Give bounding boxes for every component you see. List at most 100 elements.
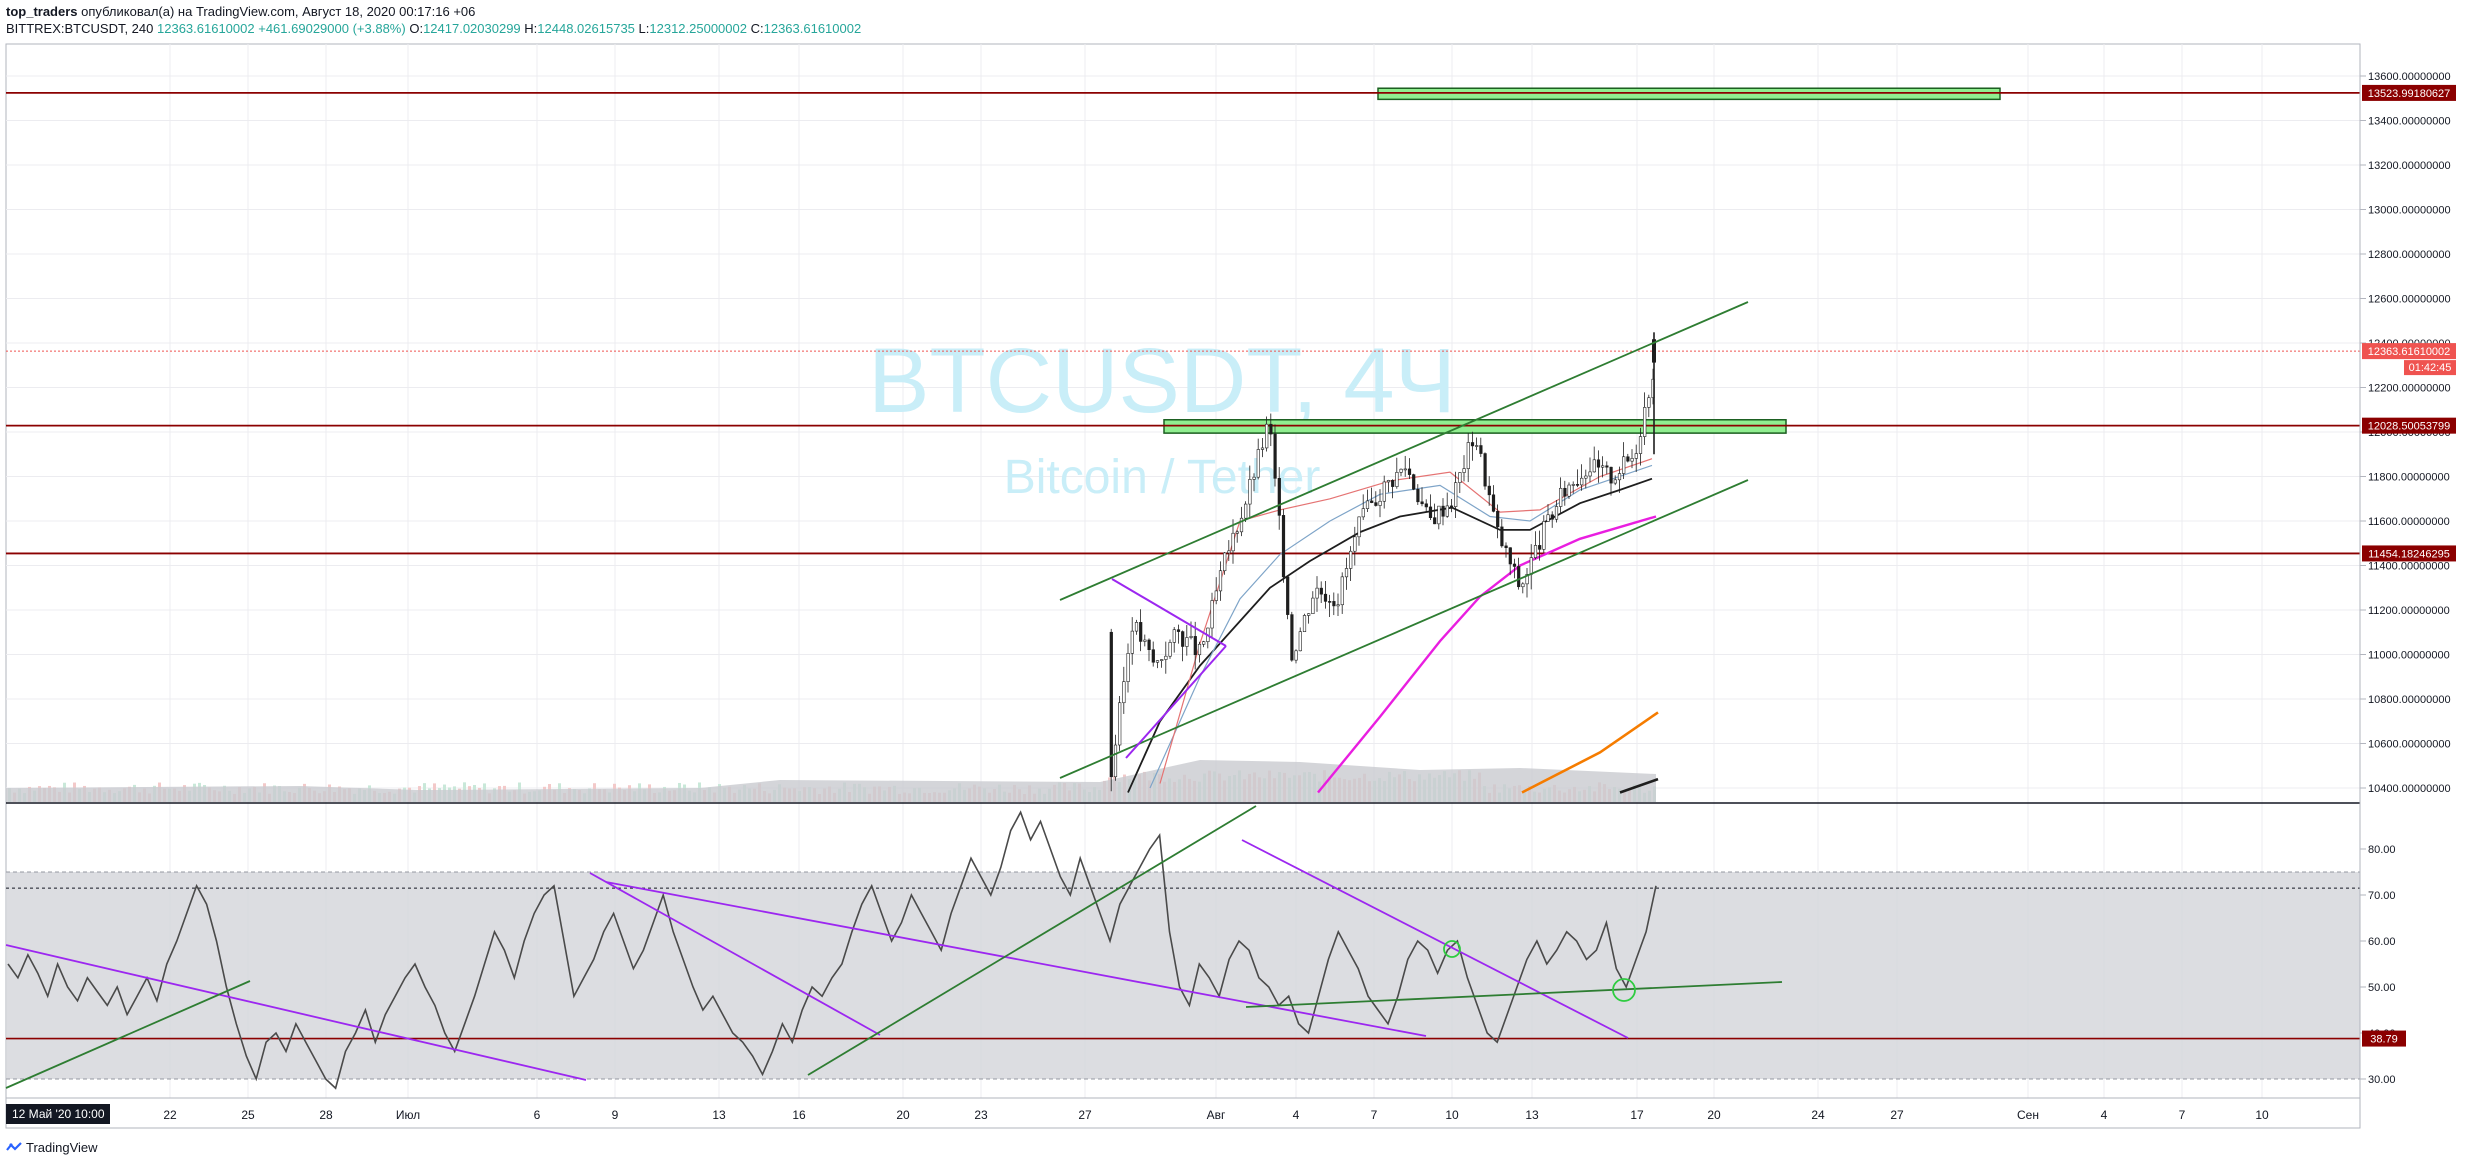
- time-tick-label: 22: [163, 1108, 177, 1122]
- candle-body: [1496, 511, 1500, 528]
- time-tick-label: 23: [974, 1108, 988, 1122]
- candle-body: [1533, 545, 1538, 558]
- candle-body: [1160, 659, 1164, 661]
- candle-body: [1542, 521, 1546, 550]
- candle-body: [1281, 515, 1286, 578]
- time-tick-label: 16: [792, 1108, 806, 1122]
- osc-trendline: [1245, 981, 1783, 1008]
- candle-body: [1605, 465, 1609, 468]
- candle-body: [1210, 600, 1214, 629]
- candle-body: [1181, 631, 1185, 647]
- time-tick-label: 27: [1890, 1108, 1904, 1122]
- osc-trendline: [605, 881, 1427, 1037]
- candle-body: [1575, 484, 1580, 486]
- footer-brand[interactable]: TradingView: [6, 1140, 98, 1155]
- countdown-text: 01:42:45: [2409, 362, 2452, 374]
- time-tick-label: 7: [2179, 1108, 2186, 1122]
- candle-body: [1319, 587, 1323, 595]
- time-tick-label: 17: [1630, 1108, 1644, 1122]
- candle-body: [1475, 445, 1479, 447]
- candle-body: [1185, 637, 1189, 647]
- osc-trendline: [1241, 839, 1629, 1039]
- triangle-line: [1111, 578, 1227, 647]
- last-price: 12363.61610002: [157, 21, 255, 36]
- candle-body: [1134, 622, 1139, 632]
- candle-body: [1315, 587, 1319, 599]
- time-tick-label: 13: [1525, 1108, 1539, 1122]
- time-tick-label: 24: [1811, 1108, 1825, 1122]
- time-tick-label: 10: [1445, 1108, 1459, 1122]
- last-candle-body: [1652, 339, 1656, 363]
- candle-body: [1487, 485, 1491, 496]
- candle-body: [1596, 459, 1601, 468]
- candle-body: [1202, 641, 1206, 645]
- price-tick-label: 13200.00000000: [2368, 160, 2451, 172]
- price-tick-label: 11400.00000000: [2368, 561, 2450, 573]
- candle-body: [1290, 614, 1294, 661]
- candle-body: [1176, 629, 1181, 632]
- candle-body: [1231, 532, 1235, 552]
- candle-body: [1521, 583, 1525, 588]
- price-tick-label: 10800.00000000: [2368, 694, 2451, 706]
- candle-body: [1470, 442, 1475, 447]
- time-tick-label: 25: [241, 1108, 255, 1122]
- candle-body: [1328, 601, 1332, 603]
- candle-body: [1344, 568, 1349, 578]
- channel-line: [1059, 301, 1749, 601]
- candle-body: [1391, 480, 1395, 487]
- candle-body: [1512, 563, 1517, 567]
- candle-body: [1554, 506, 1559, 520]
- price-tick-label: 12600.00000000: [2368, 294, 2451, 306]
- ma-slow-line: [1127, 477, 1653, 793]
- candle-body: [1294, 650, 1298, 661]
- candle-body: [1449, 505, 1454, 508]
- ma-longest-line: [1619, 777, 1659, 794]
- oscillator-band: [6, 872, 2360, 1079]
- price-axis[interactable]: 13600.00000000 13400.00000000 13200.000000…: [2360, 71, 2456, 795]
- candle-body: [1609, 466, 1613, 484]
- drawings[interactable]: [1059, 301, 1749, 779]
- time-tick-label: 28: [319, 1108, 333, 1122]
- candle-body: [1462, 468, 1466, 473]
- candle-body: [1218, 570, 1223, 592]
- horizontal-levels[interactable]: [6, 92, 2360, 555]
- candle-body: [1386, 480, 1391, 483]
- candle-body: [1638, 436, 1643, 454]
- watermark-name: Bitcoin / Tether: [1004, 451, 1321, 504]
- candle-body: [1517, 566, 1521, 588]
- price-tick-label: 11000.00000000: [2368, 650, 2450, 662]
- candle-body: [1424, 503, 1428, 508]
- time-tick-label: 13: [712, 1108, 726, 1122]
- candle-body: [1550, 514, 1554, 520]
- author-name[interactable]: top_traders: [6, 4, 78, 19]
- candle-body: [1571, 484, 1575, 486]
- time-tick-label: Авг: [1207, 1108, 1226, 1122]
- time-axis[interactable]: 22 25 28 Июл 6 9 13 16 20 23 27 Авг 4 7 10 13 17 20 24 27 Се…: [6, 1097, 2360, 1122]
- candle-body: [1298, 631, 1302, 652]
- candle-body: [1479, 445, 1483, 454]
- time-tick-label: Сен: [2017, 1108, 2039, 1122]
- date-badge-text: 12 Май '20 10:00: [12, 1107, 105, 1121]
- price-tick-label: 10600.00000000: [2368, 739, 2451, 751]
- osc-tick-label: 70.00: [2368, 890, 2396, 902]
- open-label: O:: [409, 21, 424, 36]
- time-tick-label: 9: [612, 1108, 619, 1122]
- candle-body: [1122, 681, 1126, 704]
- candle-body: [1168, 642, 1172, 657]
- osc-tick-label: 30.00: [2368, 1074, 2396, 1086]
- candle-body: [1172, 629, 1176, 643]
- candle-body: [1235, 531, 1239, 534]
- channel-line: [1059, 479, 1749, 779]
- candle-body: [1109, 631, 1113, 778]
- candle-body: [1617, 473, 1622, 481]
- price-chart[interactable]: BTCUSDT, 4Ч Bitcoin / Tether 13600.00000…: [0, 0, 2468, 1140]
- close-value: 12363.61610002: [763, 21, 862, 36]
- osc-trendline: [807, 805, 1257, 1076]
- candle-body: [1143, 639, 1147, 642]
- candle-body: [1592, 459, 1596, 473]
- candle-body: [1332, 601, 1336, 607]
- candle-body: [1525, 574, 1529, 585]
- candle-body: [1307, 613, 1311, 616]
- tradingview-logo-icon: [6, 1141, 22, 1151]
